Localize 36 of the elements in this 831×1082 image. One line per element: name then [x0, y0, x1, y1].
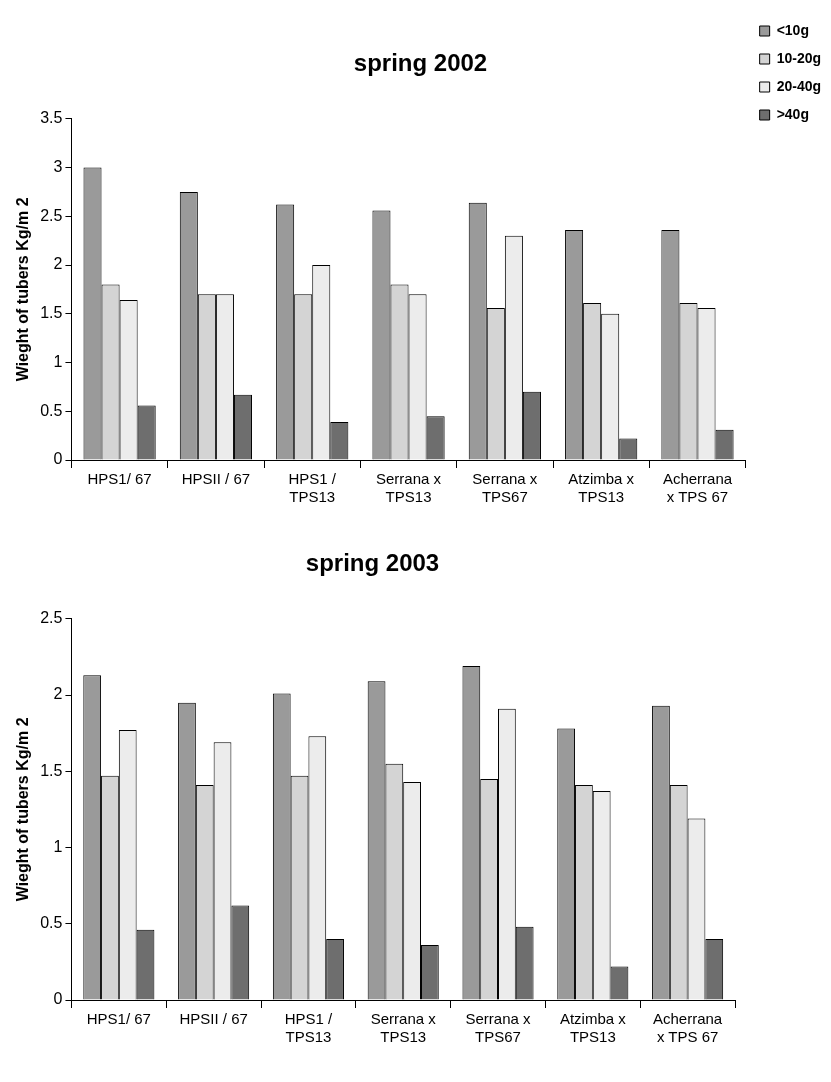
y-tick-label: 0.5	[40, 914, 63, 932]
x-tick-label: Serrana x TPS13	[370, 1010, 437, 1046]
x-tick-label: HPSII / 67	[181, 470, 251, 488]
y-tick-label: 2	[53, 255, 63, 273]
x-tick-label: Atzimba x TPS13	[559, 1010, 627, 1046]
x-tick-label: HPS1 / TPS13	[284, 1010, 334, 1046]
x-tick-label: Serrana x TPS67	[465, 1010, 532, 1046]
y-tick-label: 1	[53, 837, 63, 855]
y-tick-label: 2	[53, 685, 63, 703]
x-tick-label: HPSII / 67	[179, 1010, 248, 1028]
y-tick-label: 2.5	[40, 609, 63, 627]
x-tick-label: Atzimba x TPS13	[568, 470, 635, 506]
y-tick-label: 1.5	[40, 304, 63, 322]
chart-title: spring 2002	[353, 49, 488, 77]
y-tick-label: 3.5	[40, 109, 63, 127]
y-tick-label: 2.5	[40, 206, 63, 224]
x-tick-label: HPS1/ 67	[86, 1010, 151, 1028]
legend-label: >40g	[776, 105, 809, 122]
y-tick-label: 0	[53, 990, 63, 1008]
y-axis-title: Wieght of tubers Kg/m 2	[14, 197, 32, 382]
legend-label: <10g	[776, 21, 809, 38]
y-tick-label: 3	[53, 157, 63, 175]
y-tick-label: 1.5	[40, 761, 63, 779]
x-tick-label: Acherrana x TPS 67	[652, 1010, 723, 1046]
y-tick-label: 0.5	[40, 401, 63, 419]
y-tick-label: 1	[53, 352, 63, 370]
x-tick-label: HPS1/ 67	[87, 470, 152, 488]
y-tick-label: 0	[53, 450, 63, 468]
x-tick-label: Acherrana x TPS 67	[662, 470, 733, 506]
x-tick-label: Serrana x TPS13	[376, 470, 442, 506]
legend-label: 10-20g	[776, 49, 821, 66]
x-tick-label: HPS1 / TPS13	[288, 470, 337, 506]
chart-title: spring 2003	[305, 549, 440, 577]
x-tick-label: Serrana x TPS67	[472, 470, 538, 506]
y-axis-title: Wieght of tubers Kg/m 2	[14, 717, 32, 902]
legend-label: 20-40g	[776, 77, 821, 94]
